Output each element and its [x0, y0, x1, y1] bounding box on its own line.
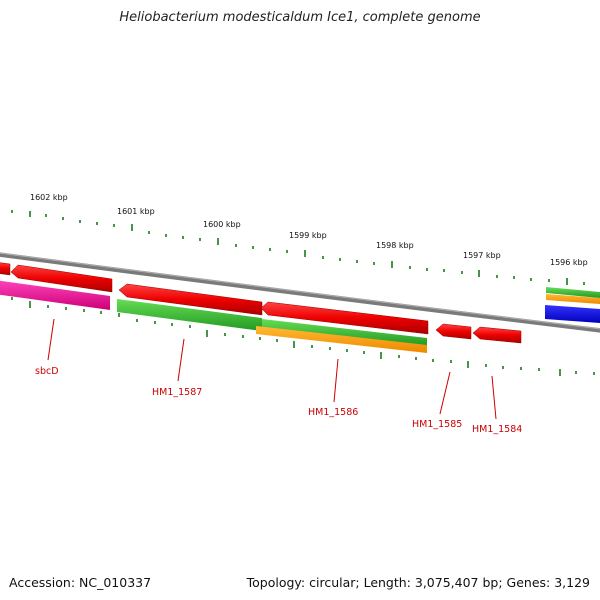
scale-label: 1600 kbp	[203, 220, 241, 229]
gene-block-right-blue[interactable]	[545, 305, 600, 323]
reverse-strand-genes	[0, 280, 600, 353]
gene-label-HM1-1587[interactable]: HM1_1587	[152, 387, 202, 398]
gene-block-sbcD[interactable]	[0, 280, 110, 310]
map-title: Heliobacterium modesticaldum Ice1, compl…	[119, 10, 481, 25]
scale-label: 1597 kbp	[463, 251, 501, 260]
gene-block-HM1-1587[interactable]	[117, 299, 262, 331]
gene-label-HM1-1584[interactable]: HM1_1584	[472, 424, 522, 435]
gene-arrow[interactable]	[0, 262, 11, 276]
scale-label: 1598 kbp	[376, 241, 414, 250]
gene-arrow[interactable]	[472, 326, 522, 344]
gene-arrow[interactable]	[260, 301, 429, 335]
inner-scale-ticks	[11, 297, 595, 376]
gene-label-HM1-1585[interactable]: HM1_1585	[412, 419, 462, 430]
gene-block-HM1-1586-orange[interactable]	[256, 326, 427, 353]
genome-backbone	[0, 252, 600, 333]
label-leaders	[47, 318, 497, 420]
gene-label-sbcD[interactable]: sbcD	[35, 366, 59, 377]
genome-backbone-highlight	[0, 252, 600, 330]
scale-label: 1602 kbp	[30, 193, 68, 202]
accession-text: Accession: NC_010337	[9, 575, 152, 590]
gene-label-HM1-1586[interactable]: HM1_1586	[308, 407, 358, 418]
gene-labels: sbcD HM1_1587 HM1_1586 HM1_1585 HM1_1584	[35, 366, 522, 435]
genome-summary-text: Topology: circular; Length: 3,075,407 bp…	[246, 575, 590, 590]
forward-strand-genes	[0, 262, 522, 344]
outer-scale-ticks	[11, 210, 585, 285]
scale-labels: 1602 kbp 1601 kbp 1600 kbp 1599 kbp 1598…	[30, 193, 588, 267]
gene-block-right-orange[interactable]	[546, 294, 600, 304]
gene-arrow[interactable]	[118, 283, 263, 316]
scale-label: 1601 kbp	[117, 207, 155, 216]
gene-block-right-green[interactable]	[546, 287, 600, 298]
gene-arrow[interactable]	[435, 323, 472, 340]
scale-label: 1596 kbp	[550, 258, 588, 267]
gene-block-HM1-1586-green[interactable]	[262, 319, 427, 346]
gene-arrow[interactable]	[10, 264, 113, 293]
scale-label: 1599 kbp	[289, 231, 327, 240]
